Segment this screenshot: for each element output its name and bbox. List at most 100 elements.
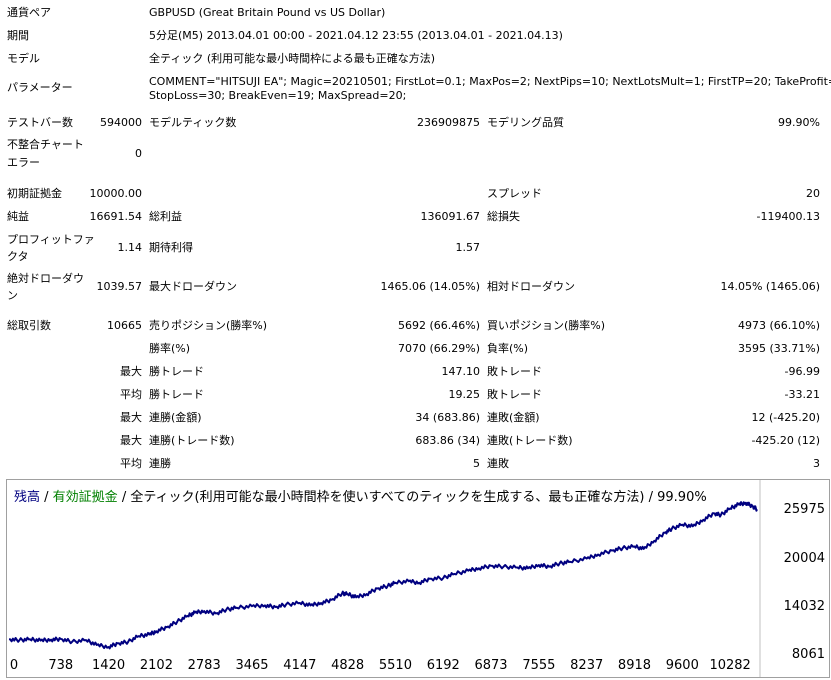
- long-label: 買いポジション(勝率%): [487, 319, 606, 332]
- largest-prefix: 最大: [120, 365, 142, 378]
- max-consec-profit-loss-label: 連敗(トレード数): [487, 434, 573, 447]
- max-consec-loss-value: 12 (-425.20): [751, 411, 820, 424]
- pf-label-1: プロフィットファ: [7, 233, 95, 246]
- pf-label-2: クタ: [7, 250, 29, 263]
- net-label: 純益: [7, 210, 29, 223]
- x-tick-label: 0: [9, 658, 19, 673]
- max-consec-prefix: 最大: [120, 411, 142, 424]
- max-consec-win-label: 連勝(金額): [149, 411, 202, 424]
- model-label: モデル: [7, 52, 40, 65]
- caption-separator: /: [40, 490, 53, 505]
- bars-label: テストバー数: [7, 116, 73, 129]
- model-value: 全ティック (利用可能な最小時間枠による最も正確な方法): [149, 52, 436, 65]
- avg-consec-loss-label: 連敗: [487, 457, 509, 470]
- x-tick-label: 2783: [187, 658, 221, 673]
- balance-chart-svg: [8, 480, 761, 677]
- params-label: パラメーター: [7, 81, 73, 94]
- mismatch-label-2: エラー: [7, 156, 40, 169]
- total-trades-value: 10665: [107, 319, 142, 332]
- x-tick-label: 10282: [709, 658, 751, 673]
- average-win-value: 19.25: [448, 388, 481, 401]
- symbol-label: 通貨ペア: [7, 6, 51, 19]
- x-tick-label: 738: [48, 658, 74, 673]
- largest-win-value: 147.10: [441, 365, 481, 378]
- caption-equity: 有効証拠金: [52, 490, 118, 505]
- mismatch-value: 0: [135, 147, 142, 160]
- total-trades-label: 総取引数: [7, 319, 51, 332]
- gross-loss-label: 総損失: [487, 210, 520, 223]
- ticks-label: モデルティック数: [149, 116, 237, 129]
- avg-consec-loss-value: 3: [813, 457, 820, 470]
- average-loss-value: -33.21: [784, 388, 820, 401]
- period-value: 5分足(M5) 2013.04.01 00:00 - 2021.04.12 23…: [149, 29, 563, 42]
- net-value: 16691.54: [89, 210, 143, 223]
- short-value: 5692 (66.46%): [397, 319, 480, 332]
- y-tick-label: 14032: [783, 598, 825, 614]
- params-line2: StopLoss=30; BreakEven=19; MaxSpread=20;: [149, 89, 407, 102]
- x-tick-label: 6873: [474, 658, 508, 673]
- abs-dd-value: 1039.57: [96, 280, 143, 293]
- avg-consec-win-label: 連勝: [149, 457, 171, 470]
- spread-label: スプレッド: [487, 187, 542, 200]
- abs-dd-label-2: ン: [7, 289, 18, 302]
- x-tick-label: 9600: [665, 658, 699, 673]
- params-line1: COMMENT="HITSUJI EA"; Magic=20210501; Fi…: [149, 75, 831, 88]
- chart-caption: 残高 / 有効証拠金 / 全ティック(利用可能な最小時間枠を使いすべてのティック…: [14, 486, 707, 505]
- expected-label: 期待利得: [149, 241, 193, 254]
- max-consec-profit-loss-value: -425.20 (12): [751, 434, 820, 447]
- loss-pct-value: 3595 (33.71%): [737, 342, 820, 355]
- largest-loss-value: -96.99: [784, 365, 820, 378]
- max-dd-label: 最大ドローダウン: [149, 280, 237, 293]
- win-pct-value: 7070 (66.29%): [397, 342, 480, 355]
- avg-consec-prefix: 平均: [120, 457, 142, 470]
- balance-line: [8, 501, 758, 650]
- bars-value: 594000: [100, 116, 142, 129]
- x-tick-label: 8918: [617, 658, 652, 673]
- y-tick-label: 20004: [783, 550, 825, 566]
- short-label: 売りポジション(勝率%): [149, 319, 268, 332]
- gross-loss-value: -119400.13: [756, 210, 820, 223]
- loss-pct-label: 負率(%): [487, 342, 529, 355]
- largest-loss-label: 敗トレード: [487, 365, 542, 378]
- max-consec-win-value: 34 (683.86): [415, 411, 480, 424]
- rel-dd-value: 14.05% (1465.06): [720, 280, 820, 293]
- abs-dd-label-1: 絶対ドローダウ: [7, 272, 84, 285]
- period-label: 期間: [7, 29, 29, 42]
- x-tick-label: 6192: [426, 658, 460, 673]
- max-consec-profit-win-value: 683.86 (34): [415, 434, 480, 447]
- max-dd-value: 1465.06 (14.05%): [380, 280, 480, 293]
- x-tick-label: 8237: [570, 658, 604, 673]
- quality-label: モデリング品質: [487, 116, 564, 129]
- y-tick-label: 8061: [791, 647, 825, 662]
- expected-value: 1.57: [455, 241, 481, 254]
- caption-balance: 残高: [14, 490, 41, 505]
- average-prefix: 平均: [120, 388, 142, 401]
- x-tick-label: 3465: [235, 658, 269, 673]
- avg-consec-win-value: 5: [473, 457, 480, 470]
- x-tick-label: 7555: [522, 658, 556, 673]
- gross-profit-value: 136091.67: [420, 210, 481, 223]
- x-tick-label: 4147: [283, 658, 317, 673]
- x-tick-label: 5510: [378, 658, 412, 673]
- spread-value: 20: [806, 187, 820, 200]
- symbol-value: GBPUSD (Great Britain Pound vs US Dollar…: [149, 6, 386, 19]
- caption-rest: / 全ティック(利用可能な最小時間枠を使いすべてのティックを生成する、最も正確な…: [117, 490, 707, 505]
- average-loss-label: 敗トレード: [487, 388, 542, 401]
- deposit-label: 初期証拠金: [7, 187, 62, 200]
- x-tick-label: 1420: [92, 658, 126, 673]
- gross-profit-label: 総利益: [149, 210, 182, 223]
- rel-dd-label: 相対ドローダウン: [487, 280, 575, 293]
- x-tick-label: 4828: [331, 658, 365, 673]
- x-tick-label: 2102: [139, 658, 173, 673]
- quality-value: 99.90%: [778, 116, 820, 129]
- long-value: 4973 (66.10%): [737, 319, 820, 332]
- win-pct-label: 勝率(%): [149, 342, 191, 355]
- mismatch-label-1: 不整合チャート: [7, 138, 84, 151]
- max-consec-loss-label: 連敗(金額): [487, 411, 540, 424]
- max-consec-profit-prefix: 最大: [120, 434, 142, 447]
- deposit-value: 10000.00: [89, 187, 143, 200]
- average-win-label: 勝トレード: [149, 388, 204, 401]
- pf-value: 1.14: [117, 241, 143, 254]
- largest-win-label: 勝トレード: [149, 365, 204, 378]
- balance-chart: 残高 / 有効証拠金 / 全ティック(利用可能な最小時間枠を使いすべてのティック…: [6, 479, 830, 678]
